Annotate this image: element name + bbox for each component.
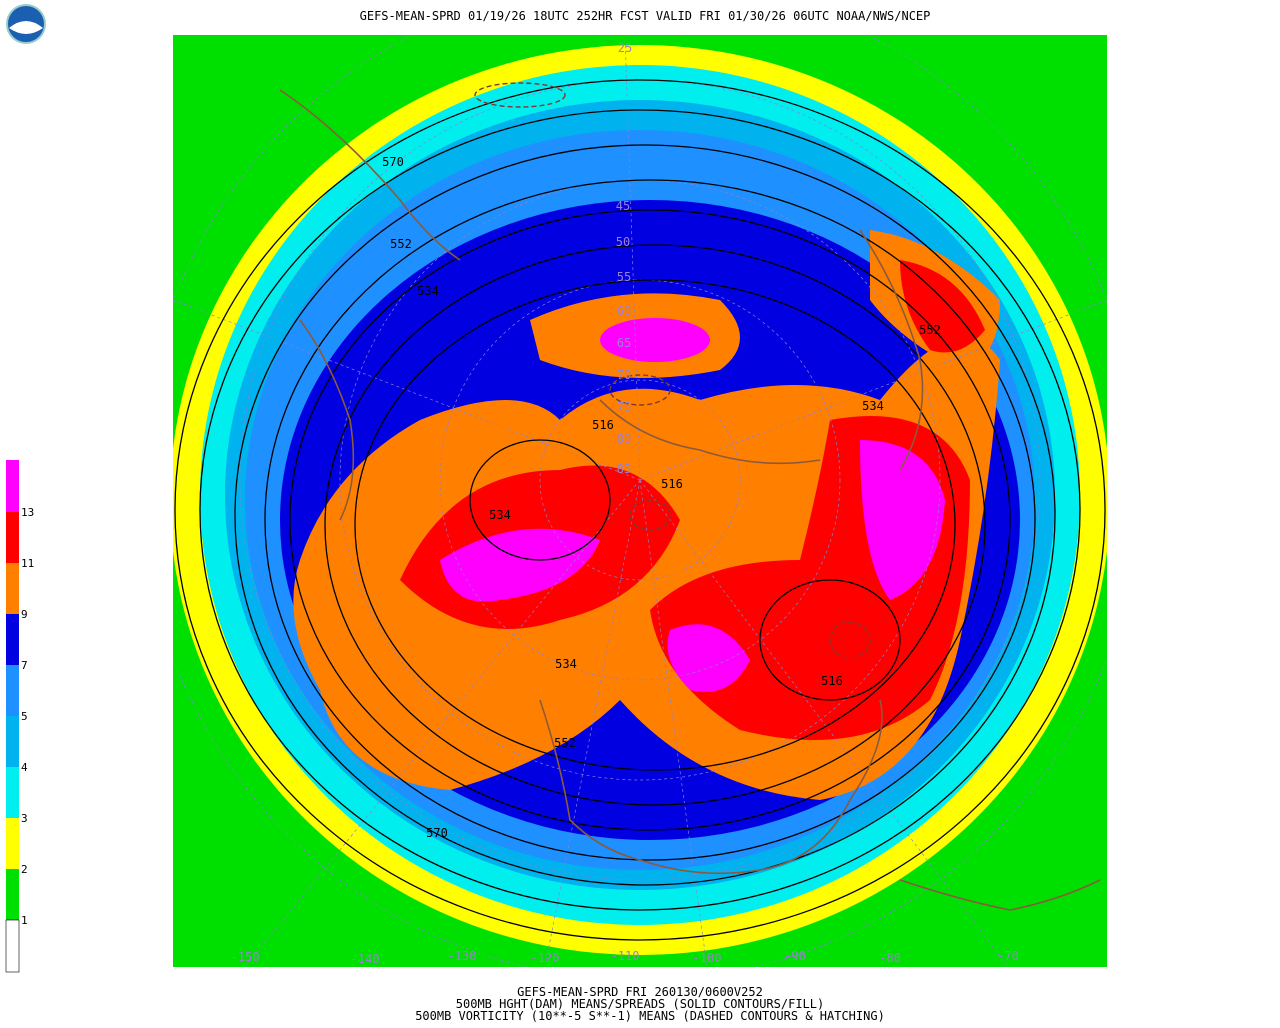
vorticity-contours [474,82,871,659]
contour [289,209,1011,831]
footer-line: 500MB HGHT(DAM) MEANS/SPREADS (SOLID CON… [456,997,824,1011]
contour-label: 516 [821,674,843,688]
lat-label: 85 [617,462,631,476]
lat-label: 25 [618,41,632,55]
vort-contour [609,374,671,406]
coastlines [279,89,1101,911]
fill-red-ne [900,260,985,353]
contour-label: 534 [862,399,884,413]
color-swatch [6,818,19,869]
lat-circle [539,379,741,581]
contour-label: 534 [417,284,439,298]
height-contours [174,79,1106,941]
legend-label: 3 [21,812,28,825]
contour-label: 534 [489,508,511,522]
lon-label: -100 [693,951,722,965]
lon-label: -130 [448,949,477,963]
contour [759,579,901,701]
color-swatch [5,919,20,973]
fill-magenta-east [860,440,945,600]
coastline [539,699,883,875]
lat-label: 70 [617,368,631,382]
footer-line: GEFS-MEAN-SPRD FRI 260130/0600V252 [517,985,763,999]
legend-label: 5 [21,710,28,723]
lon-label: -120 [531,951,560,965]
color-swatch [6,665,19,716]
lat-label: 50 [616,235,630,249]
color-swatch [6,716,19,767]
legend-label: 13 [21,506,34,519]
legend-label: 2 [21,863,28,876]
lon-label: -110 [611,949,640,963]
contour-labels: 570 552 534 516 516 534 534 552 570 516 … [382,155,941,840]
lon-label: -150 [231,950,260,964]
color-swatch [6,563,19,614]
lat-label: 55 [617,270,631,284]
lat-label: 75 [617,400,631,414]
color-swatch [6,614,19,665]
title: GEFS-MEAN-SPRD 01/19/26 18UTC 252HR FCST… [360,9,931,23]
color-swatch [6,869,19,920]
coastline [299,319,355,521]
contour-label: 552 [554,736,576,750]
vort-contour [629,499,671,531]
coastline [899,879,1101,911]
contour [234,144,1056,886]
contour [324,244,986,806]
color-bar: 13 11 9 7 5 4 3 2 1 [5,460,34,973]
meridian [624,35,641,481]
longitude-labels: -150 -140 -130 -120 -110 -100 -90 -80 -7… [231,949,1019,966]
noaa-logo [6,4,46,44]
contour [469,439,611,561]
color-swatch [6,767,19,818]
legend-label: 7 [21,659,28,672]
lon-label: -90 [784,949,806,963]
coastline [859,229,924,471]
map [173,35,1107,967]
fill-magenta-north [600,318,710,362]
meridian [544,479,641,967]
meridian [244,479,641,967]
contour-label: 552 [390,237,412,251]
lon-label: -80 [879,951,901,965]
contour-label: 516 [661,477,683,491]
footer-line: 500MB VORTICITY (10**-5 S**-1) MEANS (DA… [415,1009,885,1023]
logo-wave [9,21,43,34]
contour [199,109,1081,911]
color-swatch [6,460,19,512]
lat-circle [339,179,941,781]
meridian [639,479,708,967]
contour [174,79,1106,941]
lat-label: 65 [617,336,631,350]
latitude-labels: 25 45 50 55 60 65 70 75 80 85 [616,41,632,476]
lat-label: 60 [617,304,631,318]
fill-magenta-south [667,624,750,692]
contour-label: 534 [555,657,577,671]
contour-label: 570 [426,826,448,840]
lon-label: -140 [351,952,380,966]
legend-label: 4 [21,761,28,774]
contour [264,179,1036,861]
legend-label: 9 [21,608,28,621]
vort-contour [829,621,871,659]
contour-label: 570 [382,155,404,169]
legend-label: 11 [21,557,34,570]
contour-label: 552 [919,323,941,337]
fill-magenta-west [440,528,600,602]
coastline [599,399,821,465]
vort-contour [474,82,566,108]
lat-label: 80 [617,432,631,446]
contour-label: 516 [592,418,614,432]
legend-label: 1 [21,914,28,927]
lon-label: -70 [997,949,1019,963]
color-swatch [6,512,19,563]
lat-label: 45 [616,199,630,213]
contour [354,279,956,771]
coastline [279,89,461,261]
